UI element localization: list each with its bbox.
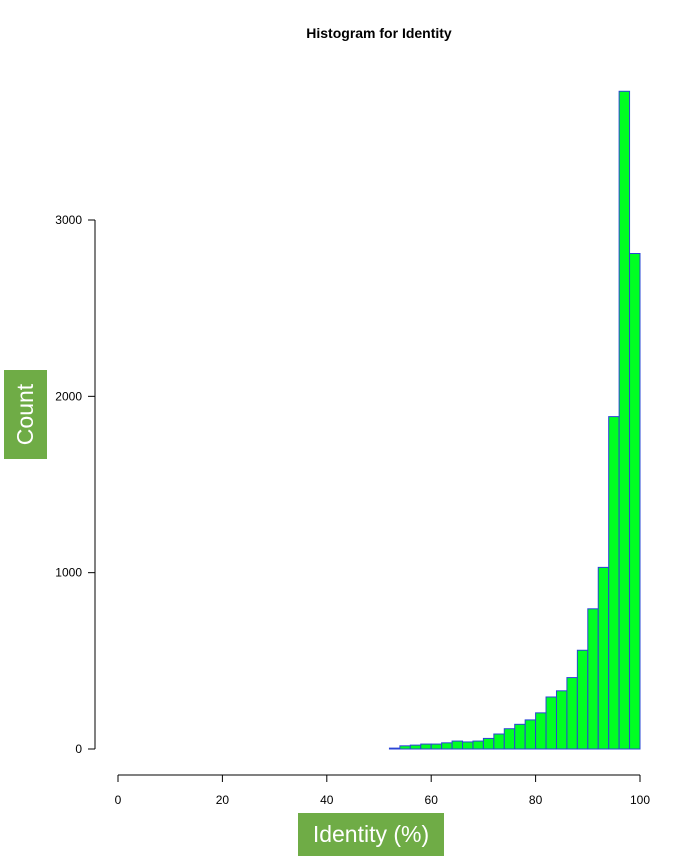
histogram-bar [597,566,610,750]
x-tick-label: 60 [425,793,439,807]
histogram-bar [566,677,578,750]
histogram-bar [514,723,526,750]
histogram-bar [587,608,599,750]
histogram-bars [388,90,641,750]
histogram-bar [524,719,537,750]
histogram-bar [618,90,631,750]
histogram-bar [420,743,432,750]
x-tick-label: 0 [115,793,122,807]
histogram-bar [503,728,516,750]
x-axis-label: Identity (%) [312,821,430,847]
histogram-bar [493,733,505,750]
histogram-bar [472,740,484,750]
histogram-bar [545,696,557,750]
chart-title: Histogram for Identity [306,25,452,41]
x-axis-label-box: Identity (%) [298,813,444,856]
histogram-bar [451,740,464,750]
histogram-bar [629,253,641,750]
x-tick-label: 40 [320,793,334,807]
histogram-bar [482,737,495,750]
y-tick-label: 2000 [55,389,82,403]
y-axis-label-box: Count [4,370,47,459]
histogram-bar [462,741,474,750]
x-tick-label: 20 [216,793,230,807]
histogram-bar [441,742,453,750]
y-axis-ticks: 0 1000 2000 3000 [55,213,95,756]
y-tick-label: 3000 [55,213,82,227]
y-tick-label: 1000 [55,566,82,580]
histogram-bar [608,416,620,750]
x-axis-ticks: 0 20 40 60 80 100 [115,775,650,807]
histogram-bar [576,649,589,750]
x-tick-label: 100 [630,793,650,807]
histogram-bar [430,743,443,750]
histogram-bar [555,690,568,750]
y-tick-label: 0 [75,742,82,756]
y-axis-label: Count [12,383,38,446]
histogram-bar [535,712,547,750]
histogram-bar [409,744,422,750]
histogram-bar [388,747,401,750]
x-tick-label: 80 [529,793,543,807]
histogram-bar [399,745,411,750]
